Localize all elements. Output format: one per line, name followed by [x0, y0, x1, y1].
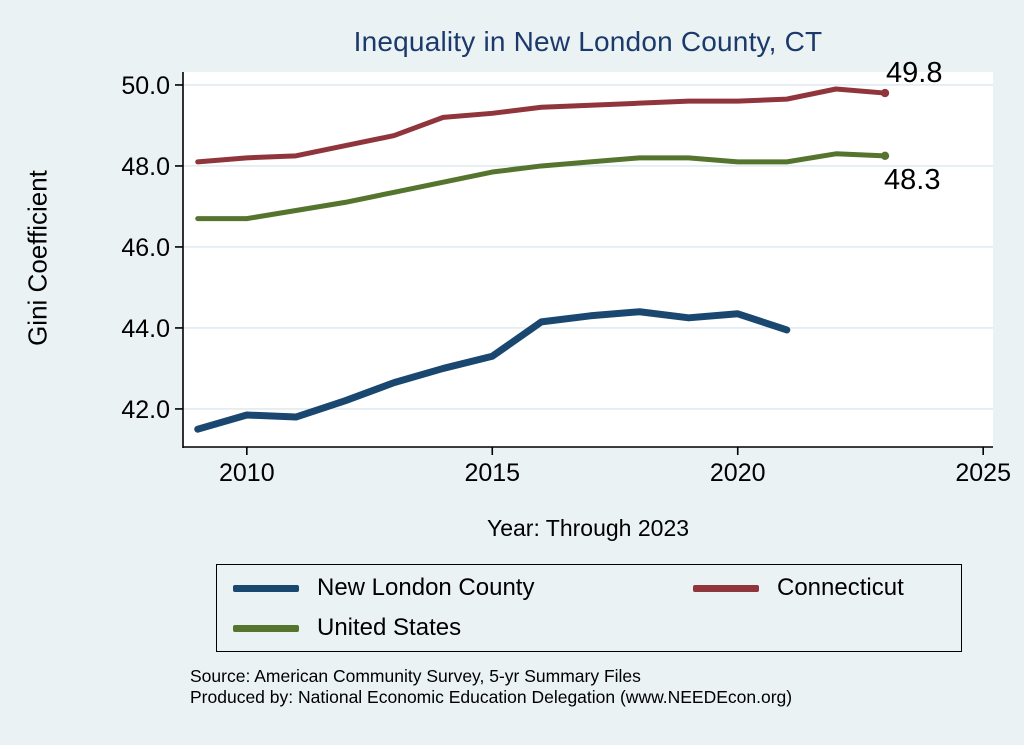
- y-tick-label: 44.0: [121, 315, 170, 343]
- plot-area: [183, 72, 993, 447]
- y-tick-label: 46.0: [121, 234, 170, 262]
- legend-swatch-new-london-county-icon: [233, 584, 299, 592]
- y-tick-label: 50.0: [121, 72, 170, 100]
- series-line-new-london-county: [194, 308, 791, 433]
- series-end-marker-connecticut: [880, 88, 890, 98]
- legend-label-new-london-county: New London County: [317, 574, 535, 601]
- x-tick-label: 2010: [219, 459, 275, 487]
- legend-label-united-states: United States: [317, 614, 462, 641]
- legend-swatch-united-states-icon: [233, 624, 299, 632]
- y-tick-label: 48.0: [121, 153, 170, 181]
- source-notes: Source: American Community Survey, 5-yr …: [190, 666, 792, 709]
- series-end-marker-united-states: [880, 151, 890, 161]
- chart-title: Inequality in New London County, CT: [353, 26, 823, 57]
- legend-label-connecticut: Connecticut: [777, 574, 904, 601]
- x-tick-label: 2020: [710, 459, 766, 487]
- x-tick-label: 2015: [464, 459, 520, 487]
- x-tick-label: 2025: [955, 459, 1011, 487]
- x-axis-title: Year: Through 2023: [486, 515, 690, 541]
- y-axis-title: Gini Coefficient: [22, 170, 53, 346]
- end-value-label-united-states: 48.3: [884, 164, 941, 196]
- legend-item-new-london-county: New London County: [233, 574, 693, 602]
- legend: New London County Connecticut United Sta…: [216, 564, 962, 652]
- legend-swatch-connecticut-icon: [693, 584, 759, 592]
- legend-item-connecticut: Connecticut: [693, 574, 961, 602]
- series-line-united-states: [195, 151, 888, 222]
- y-tick-label: 42.0: [121, 396, 170, 424]
- source-note-line: Source: American Community Survey, 5-yr …: [190, 666, 641, 686]
- series-line-connecticut: [195, 86, 888, 165]
- legend-item-united-states: United States: [233, 614, 693, 642]
- produced-by-note-line: Produced by: National Economic Education…: [190, 687, 793, 708]
- end-value-label-connecticut: 49.8: [886, 57, 943, 89]
